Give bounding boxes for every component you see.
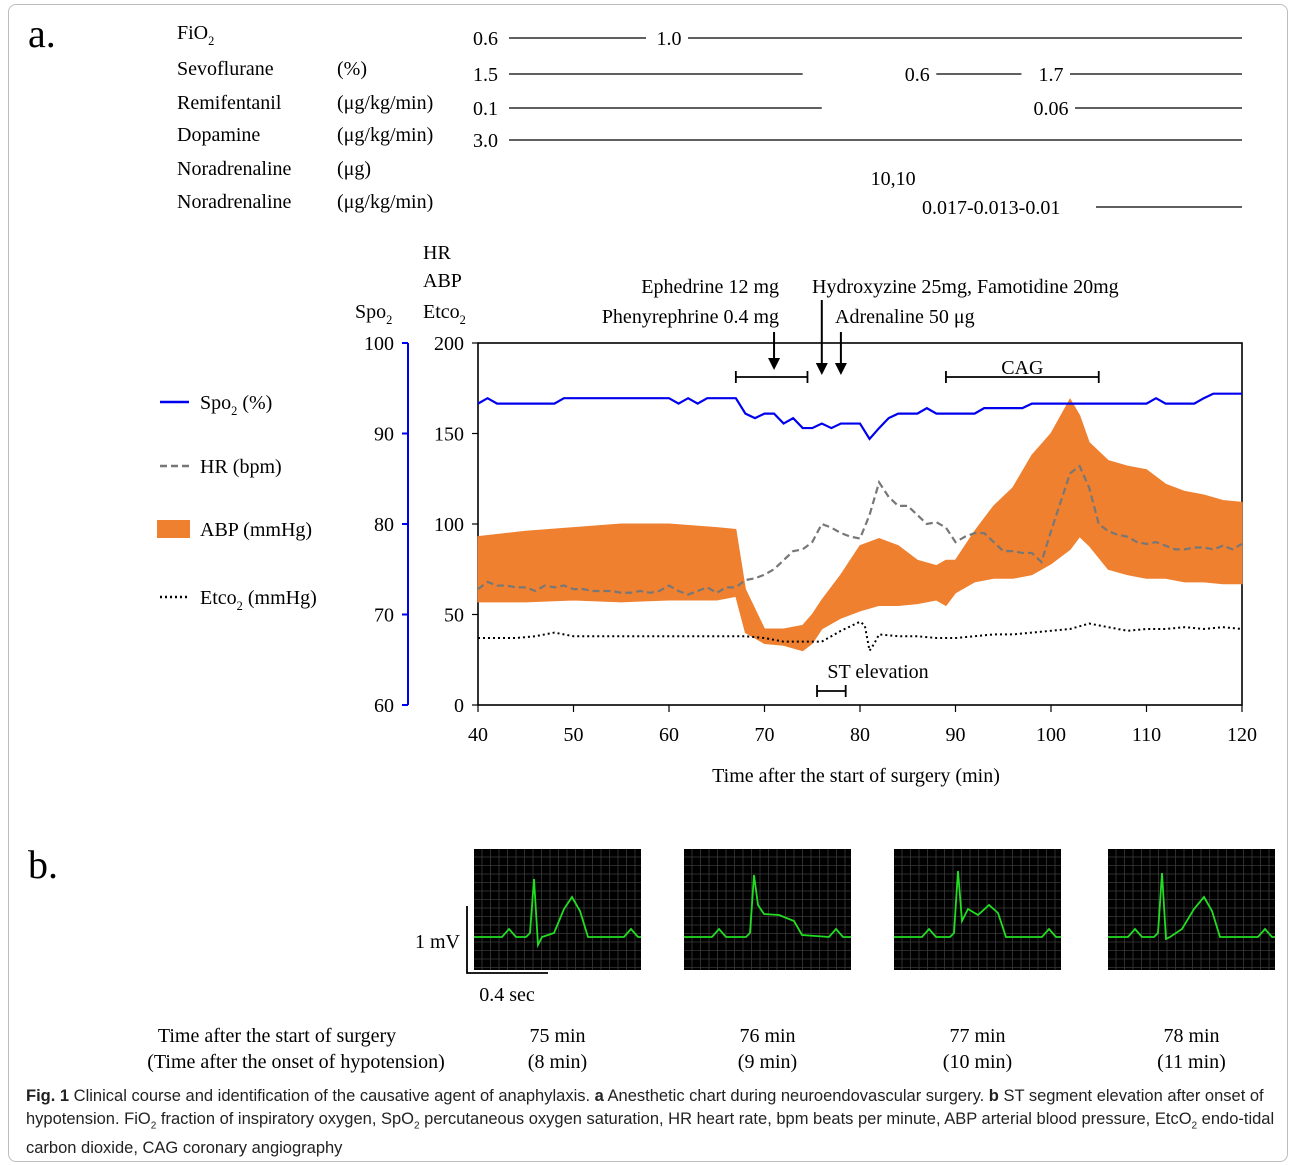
ecg-time-label: 77 min [949, 1025, 1005, 1047]
y-tick-label: 150 [434, 424, 464, 446]
ecg-time-label: 78 min [1163, 1025, 1219, 1047]
ecg-onset-label: (10 min) [943, 1051, 1012, 1073]
drug-unit: (μg/kg/min) [337, 124, 433, 146]
drug-dose-label: 1.0 [657, 28, 682, 50]
ecg-strip [1108, 849, 1275, 970]
x-tick-label: 40 [468, 724, 488, 746]
ecg-trace [474, 878, 641, 949]
panel-a-label: a. [28, 11, 56, 56]
drug-dose-label: 0.6 [473, 28, 498, 50]
drug-unit: (μg) [337, 158, 371, 180]
hydroxyzine-arrow-head [815, 363, 828, 375]
ecg-strip [684, 849, 851, 970]
drug-name: Sevoflurane [177, 58, 274, 80]
ecg-trace [1108, 872, 1275, 941]
figure-frame [8, 4, 1288, 1162]
legend-label: HR (bpm) [200, 456, 282, 478]
ecg-strip [894, 849, 1061, 970]
legend-swatch-abp [157, 520, 190, 538]
x-tick-label: 80 [850, 724, 870, 746]
phenylephrine-label: Phenyrephrine 0.4 mg [602, 306, 779, 328]
spo2-tick-label: 60 [374, 695, 394, 717]
drug-name: Dopamine [177, 124, 260, 146]
ecg-onset-label: (8 min) [528, 1051, 587, 1073]
ephedrine-arrow-head [768, 358, 781, 370]
cag-label: CAG [1001, 357, 1043, 379]
drug-unit: (%) [337, 58, 367, 80]
x-tick-label: 70 [755, 724, 775, 746]
scale-voltage-label: 1 mV [415, 931, 461, 953]
x-tick-label: 60 [659, 724, 679, 746]
adrenaline-label: Adrenaline 50 μg [835, 306, 975, 328]
legend-label: Etco2 (mmHg) [200, 587, 317, 613]
drug-name: Noradrenaline [177, 158, 292, 180]
right-axis-label-abp: ABP [423, 270, 462, 292]
drug-unit: (μg/kg/min) [337, 191, 433, 213]
row-label-time: Time after the start of surgery [158, 1025, 396, 1047]
drug-name: Remifentanil [177, 92, 282, 114]
ephedrine-label: Ephedrine 12 mg [641, 276, 779, 298]
panel-b-label: b. [28, 842, 58, 887]
abp-band [477, 398, 1243, 652]
drug-dose-label: 0.017-0.013-0.01 [922, 197, 1060, 219]
ecg-time-label: 76 min [739, 1025, 795, 1047]
spo2-tick-label: 70 [374, 605, 394, 627]
ecg-trace [684, 874, 851, 938]
legend-label: Spo2 (%) [200, 392, 272, 418]
x-tick-label: 50 [564, 724, 584, 746]
drug-dose-label: 10,10 [871, 168, 916, 190]
right-axis-label-etco2: Etco2 [423, 301, 466, 327]
st-elevation-label: ST elevation [827, 661, 928, 683]
ecg-panel: 75 min (8 min) 76 min (9 min) 77 min (10 min)… [147, 849, 1275, 1073]
drug-dose-label: 0.6 [905, 64, 930, 86]
x-tick-label: 110 [1132, 724, 1161, 746]
spo2-line [477, 392, 1242, 441]
drug-dose-label: 0.06 [1034, 98, 1069, 120]
ecg-strip [474, 849, 641, 970]
y-tick-label: 100 [434, 514, 464, 536]
x-tick-label: 120 [1227, 724, 1257, 746]
spo2-axis-label: Spo2 [355, 301, 392, 327]
right-axis-label-hr: HR [423, 242, 451, 264]
ecg-scale-bar [466, 906, 548, 974]
y-tick-label: 200 [434, 333, 464, 355]
drug-name: FiO2 [177, 22, 214, 48]
drug-dose-label: 3.0 [473, 130, 498, 152]
spo2-tick-label: 80 [374, 514, 394, 536]
y-tick-label: 0 [454, 695, 464, 717]
ecg-onset-label: (11 min) [1157, 1051, 1226, 1073]
spo2-tick-label: 90 [374, 424, 394, 446]
hydroxyzine-label: Hydroxyzine 25mg, Famotidine 20mg [812, 276, 1119, 298]
figure-caption: Fig. 1 Clinical course and identificatio… [26, 1087, 1275, 1158]
y-tick-label: 50 [444, 605, 464, 627]
figure-canvas: a. b. FiO2 0.6 1.0 Sevoflurane (%) 1.5 0.6 1.7 R… [28, 11, 1275, 1073]
ecg-trace [894, 870, 1061, 938]
x-tick-label: 90 [946, 724, 966, 746]
spo2-tick-label: 100 [364, 333, 394, 355]
scale-time-label: 0.4 sec [479, 984, 535, 1006]
hr-line [477, 464, 1243, 596]
drug-dose-label: 0.1 [473, 98, 498, 120]
drug-name: Noradrenaline [177, 191, 292, 213]
drug-dose-label: 1.7 [1039, 64, 1064, 86]
drug-infusion-table: FiO2 0.6 1.0 Sevoflurane (%) 1.5 0.6 1.7 Remifen… [177, 22, 1242, 219]
legend-label: ABP (mmHg) [200, 519, 312, 541]
ecg-onset-label: (9 min) [738, 1051, 797, 1073]
drug-unit: (μg/kg/min) [337, 92, 433, 114]
anesthetic-chart: 40 50 60 70 80 90 100 110 120 Time after the star… [157, 242, 1257, 787]
drug-dose-label: 1.5 [473, 64, 498, 86]
x-axis-label: Time after the start of surgery (min) [712, 765, 1000, 787]
ecg-time-label: 75 min [529, 1025, 585, 1047]
x-tick-label: 100 [1036, 724, 1066, 746]
adrenaline-arrow-head [834, 363, 847, 375]
row-label-onset: (Time after the onset of hypotension) [147, 1051, 445, 1073]
etco2-line [478, 620, 1243, 654]
